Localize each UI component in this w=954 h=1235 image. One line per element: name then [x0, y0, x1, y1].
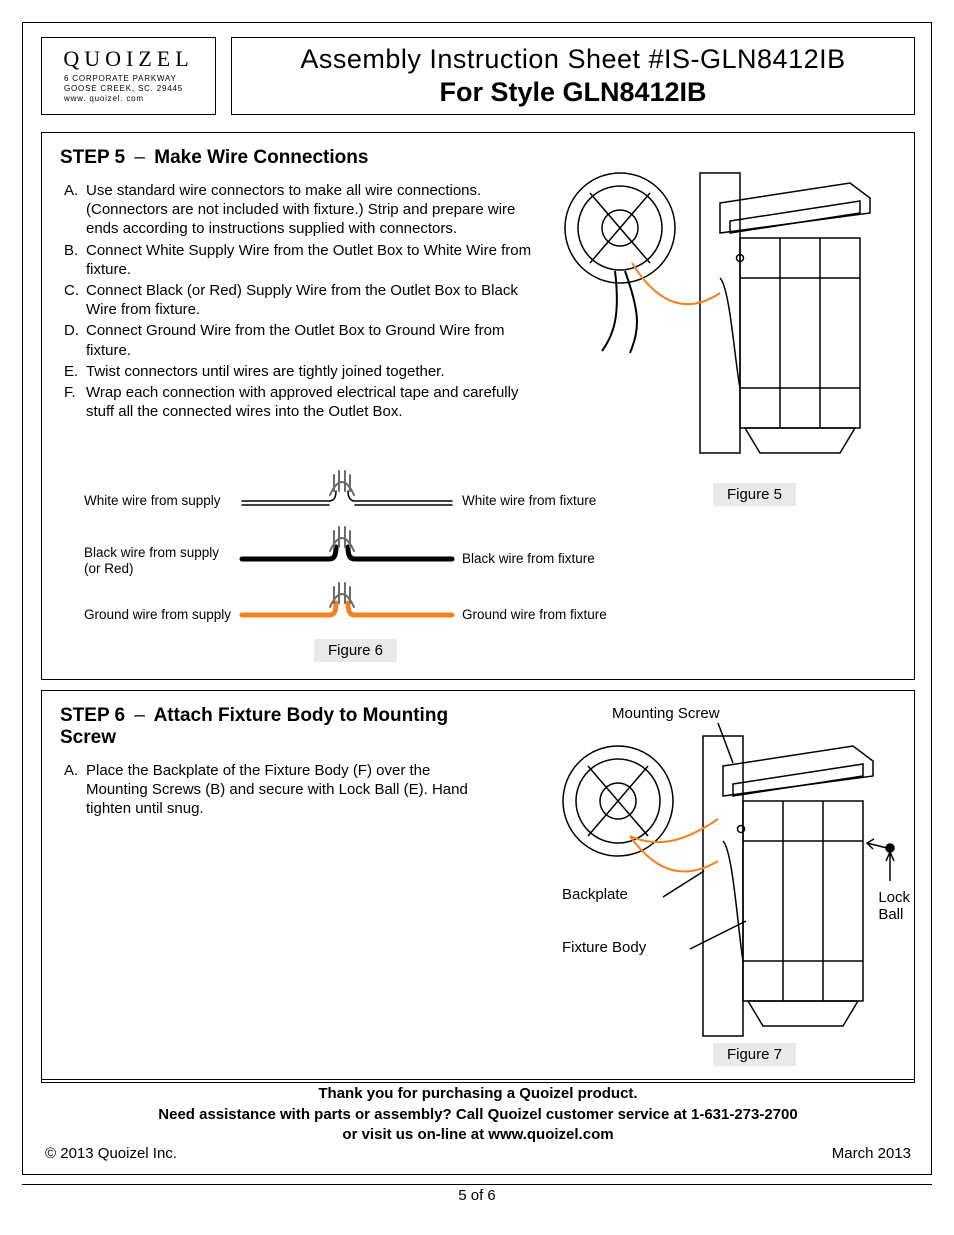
label-black-right: Black wire from fixture — [462, 551, 595, 567]
label-black-left: Black wire from supply (or Red) — [84, 545, 239, 576]
logo-url: www. quoizel. com — [64, 94, 209, 104]
label-white-left: White wire from supply — [84, 493, 234, 509]
item-text: Place the Backplate of the Fixture Body … — [86, 761, 492, 819]
callout-lock-ball: Lock Ball — [878, 889, 910, 923]
item-letter: A. — [64, 761, 86, 819]
list-item: F.Wrap each connection with approved ele… — [64, 383, 542, 421]
figure5-svg — [530, 143, 890, 473]
label-white-right: White wire from fixture — [462, 493, 596, 509]
logo-box: QUOIZEL 6 CORPORATE PARKWAY GOOSE CREEK,… — [41, 37, 216, 115]
page-number-block: 5 of 6 — [0, 1184, 954, 1204]
label-ground-left: Ground wire from supply — [84, 607, 244, 623]
figure7-label: Figure 7 — [713, 1043, 796, 1066]
item-text: Connect Black (or Red) Supply Wire from … — [86, 281, 542, 319]
panel-step6: STEP 6 – Attach Fixture Body to Mounting… — [41, 690, 915, 1083]
item-text: Twist connectors until wires are tightly… — [86, 362, 542, 381]
callout-backplate: Backplate — [562, 886, 628, 903]
list-item: E.Twist connectors until wires are tight… — [64, 362, 542, 381]
page-outer: QUOIZEL 6 CORPORATE PARKWAY GOOSE CREEK,… — [22, 22, 932, 1175]
thanks-line3: or visit us on-line at www.quoizel.com — [41, 1125, 915, 1145]
figure6-label: Figure 6 — [314, 639, 397, 662]
logo-addr2: GOOSE CREEK, SC. 29445 — [64, 84, 209, 94]
figure5-drawing — [530, 143, 890, 473]
callout-fixture-body: Fixture Body — [562, 939, 646, 956]
figure7-drawing — [518, 701, 908, 1061]
page-number-rule — [22, 1184, 932, 1185]
item-text: Use standard wire connectors to make all… — [86, 181, 542, 239]
item-letter: E. — [64, 362, 86, 381]
item-letter: B. — [64, 241, 86, 279]
footer-row: © 2013 Quoizel Inc. March 2013 — [41, 1145, 915, 1162]
footer-thanks: Thank you for purchasing a Quoizel produ… — [41, 1080, 915, 1147]
title-box: Assembly Instruction Sheet #IS-GLN8412IB… — [231, 37, 915, 115]
figure7-svg — [518, 701, 908, 1061]
logo-address: 6 CORPORATE PARKWAY GOOSE CREEK, SC. 294… — [48, 74, 209, 104]
list-item: C.Connect Black (or Red) Supply Wire fro… — [64, 281, 542, 319]
list-item: A.Place the Backplate of the Fixture Bod… — [64, 761, 492, 819]
item-letter: A. — [64, 181, 86, 239]
logo-addr1: 6 CORPORATE PARKWAY — [64, 74, 209, 84]
label-ground-right: Ground wire from fixture — [462, 607, 607, 623]
step5-title: Make Wire Connections — [154, 147, 368, 168]
step6-heading: STEP 6 – Attach Fixture Body to Mounting… — [42, 691, 492, 753]
list-item: D.Connect Ground Wire from the Outlet Bo… — [64, 321, 542, 359]
callout-mounting-screw: Mounting Screw — [612, 705, 720, 722]
item-letter: C. — [64, 281, 86, 319]
step5-num: STEP 5 — [60, 147, 125, 168]
item-letter: F. — [64, 383, 86, 421]
step6-list: A.Place the Backplate of the Fixture Bod… — [42, 753, 492, 819]
thanks-line2: Need assistance with parts or assembly? … — [41, 1105, 915, 1125]
copyright-text: 2013 Quoizel Inc. — [60, 1145, 177, 1162]
dash: – — [130, 147, 149, 168]
list-item: B.Connect White Supply Wire from the Out… — [64, 241, 542, 279]
title-line1: Assembly Instruction Sheet #IS-GLN8412IB — [232, 44, 914, 75]
panel-step5: STEP 5 – Make Wire Connections A.Use sta… — [41, 132, 915, 680]
item-text: Connect White Supply Wire from the Outle… — [86, 241, 542, 279]
dash2: – — [130, 705, 149, 726]
logo-brand: QUOIZEL — [48, 46, 209, 72]
title-line2: For Style GLN8412IB — [232, 77, 914, 108]
page-number: 5 of 6 — [458, 1187, 496, 1204]
footer-date: March 2013 — [832, 1145, 911, 1162]
item-text: Connect Ground Wire from the Outlet Box … — [86, 321, 542, 359]
footer-block: Thank you for purchasing a Quoizel produ… — [41, 1079, 915, 1162]
step5-list: A.Use standard wire connectors to make a… — [42, 173, 542, 421]
list-item: A.Use standard wire connectors to make a… — [64, 181, 542, 239]
step6-num: STEP 6 — [60, 705, 125, 726]
thanks-line1: Thank you for purchasing a Quoizel produ… — [41, 1084, 915, 1104]
item-letter: D. — [64, 321, 86, 359]
copyright: © 2013 Quoizel Inc. — [45, 1145, 177, 1162]
item-text: Wrap each connection with approved elect… — [86, 383, 542, 421]
